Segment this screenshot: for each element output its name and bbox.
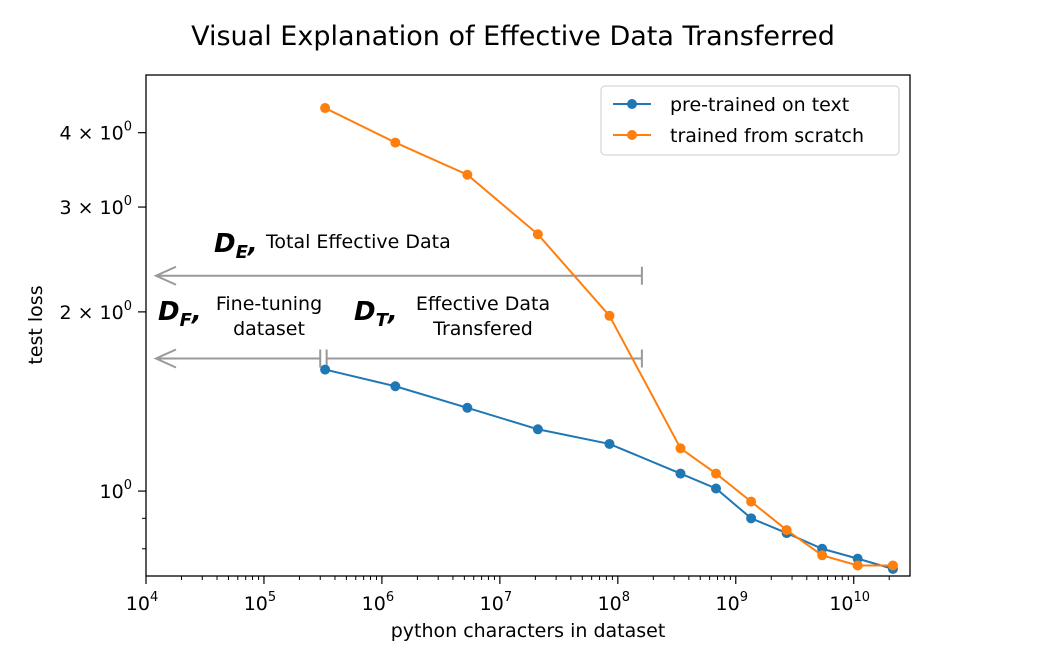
data-point	[852, 560, 863, 571]
annotation-df-arrowhead	[153, 348, 177, 369]
data-point	[532, 229, 543, 240]
legend-label: pre-trained on text	[670, 94, 849, 116]
plot-area: 104 105 106 107 108 109 1010 100 2 × 100 3 × 100 4…	[59, 74, 911, 615]
annotation-dt-symbol: DT,	[354, 297, 398, 331]
x-tick-label: 106	[362, 590, 394, 615]
x-tick-label: 1010	[829, 590, 870, 615]
x-axis-label: python characters in dataset	[391, 620, 666, 642]
data-point	[604, 310, 615, 321]
data-point	[320, 103, 331, 114]
data-point	[532, 424, 543, 435]
annotation-dt-text: Transfered	[432, 318, 533, 340]
annotation-de-text: Total Effective Data	[265, 231, 451, 253]
annotation-de-symbol: DE,	[214, 229, 258, 263]
y-tick-label: 4 × 100	[59, 120, 132, 145]
x-tick-label: 104	[126, 590, 158, 615]
data-point	[462, 402, 473, 413]
y-axis-label: test loss	[25, 285, 47, 364]
x-tick-label: 108	[598, 590, 630, 615]
x-tick-label: 107	[480, 590, 512, 615]
chart-title: Visual Explanation of Effective Data Tra…	[191, 21, 835, 52]
annotation-de-arrowhead	[153, 265, 177, 286]
legend-marker	[627, 99, 637, 109]
annotation-df-text: Fine-tuning	[216, 293, 322, 315]
data-point	[887, 560, 898, 571]
data-point	[390, 137, 401, 148]
y-tick-label: 2 × 100	[59, 299, 132, 324]
series-line-0	[324, 368, 894, 570]
series-line-1	[324, 107, 893, 567]
y-tick-label: 3 × 100	[59, 194, 132, 219]
annotation-dt-text: Effective Data	[416, 293, 550, 315]
data-point	[781, 525, 792, 536]
annotation-df-text: dataset	[233, 318, 305, 340]
legend-label: trained from scratch	[670, 125, 864, 147]
data-point	[746, 513, 757, 524]
data-point	[604, 438, 615, 449]
data-point	[675, 468, 686, 479]
data-point	[320, 364, 331, 375]
plot-frame	[145, 74, 911, 577]
data-point	[390, 381, 401, 392]
data-point	[675, 443, 686, 454]
x-tick-label: 105	[244, 590, 276, 615]
legend-box	[600, 85, 900, 156]
y-tick-label: 100	[100, 478, 132, 503]
legend-marker	[627, 130, 637, 140]
x-tick-label: 109	[716, 590, 748, 615]
annotation-df-symbol: DF,	[158, 297, 202, 331]
data-point	[746, 496, 757, 507]
data-point	[711, 483, 722, 494]
data-point	[462, 169, 473, 180]
data-point	[711, 468, 722, 479]
data-point	[817, 550, 828, 561]
